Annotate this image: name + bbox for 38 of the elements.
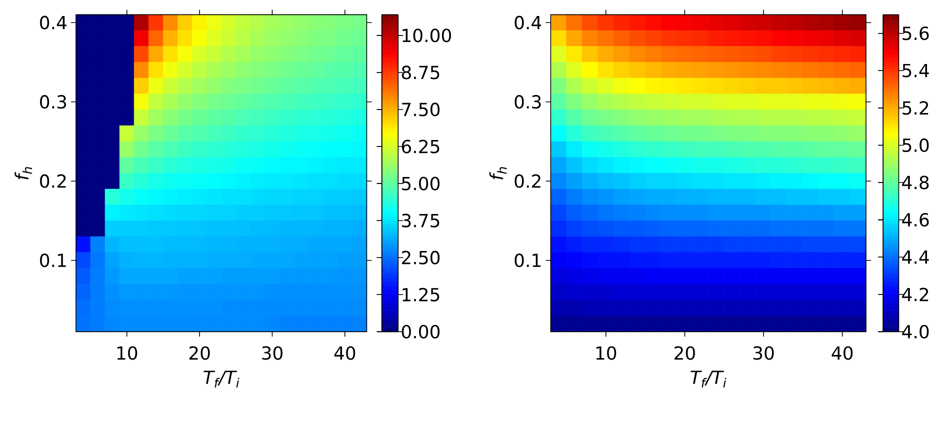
color-bar-label: 5.0 xyxy=(902,138,929,152)
color-bar-label: 8.75 xyxy=(402,66,440,80)
x-tick-label: 10 xyxy=(596,346,616,360)
x-tick-label: 10 xyxy=(117,346,138,360)
x-tick-label: 30 xyxy=(753,346,774,360)
color-bar-label: 5.6 xyxy=(902,26,929,40)
color-bar-label: 5.00 xyxy=(402,176,440,190)
color-bar-label: 6.25 xyxy=(402,140,440,154)
y-axis-title: f$_{h}$ xyxy=(489,167,507,180)
y-tick-label: 0.3 xyxy=(514,95,541,109)
color-bar-label: 5.2 xyxy=(902,101,928,115)
color-bar-label: 7.50 xyxy=(402,102,440,116)
color-bar-label: 2.50 xyxy=(402,250,440,264)
y-tick-label: 0.1 xyxy=(40,254,66,268)
x-tick-label: 30 xyxy=(262,346,282,360)
x-tick-label: 20 xyxy=(674,346,695,360)
color-bar-label: 0.00 xyxy=(402,324,440,338)
y-tick-label: 0.1 xyxy=(514,254,540,268)
color-bar-label: 3.75 xyxy=(402,214,440,228)
color-bar-label: 4.2 xyxy=(902,288,928,302)
x-axis-title: T$_{f}$/T$_{i}$ xyxy=(690,370,726,388)
y-tick-label: 0.4 xyxy=(514,16,542,30)
color-bar-label: 4.4 xyxy=(902,250,929,264)
y-tick-label: 0.2 xyxy=(514,174,540,188)
color-bar-label: 10.00 xyxy=(402,28,451,42)
y-axis-title: f$_{h}$ xyxy=(14,167,32,180)
color-bar-label: 1.25 xyxy=(402,288,440,302)
color-bar-label: 4.8 xyxy=(902,176,929,190)
x-tick-label: 40 xyxy=(832,346,853,360)
y-tick-label: 0.2 xyxy=(40,174,66,188)
color-bar-label: 4.0 xyxy=(902,324,929,338)
y-tick-label: 0.3 xyxy=(40,95,66,109)
y-tick-label: 0.4 xyxy=(40,16,66,30)
x-tick-label: 40 xyxy=(334,346,356,360)
color-bar-label: 5.4 xyxy=(902,64,929,78)
x-tick-label: 20 xyxy=(189,346,210,360)
x-axis-title: T$_{f}$/T$_{i}$ xyxy=(204,370,240,388)
color-bar-label: 4.6 xyxy=(902,212,929,227)
